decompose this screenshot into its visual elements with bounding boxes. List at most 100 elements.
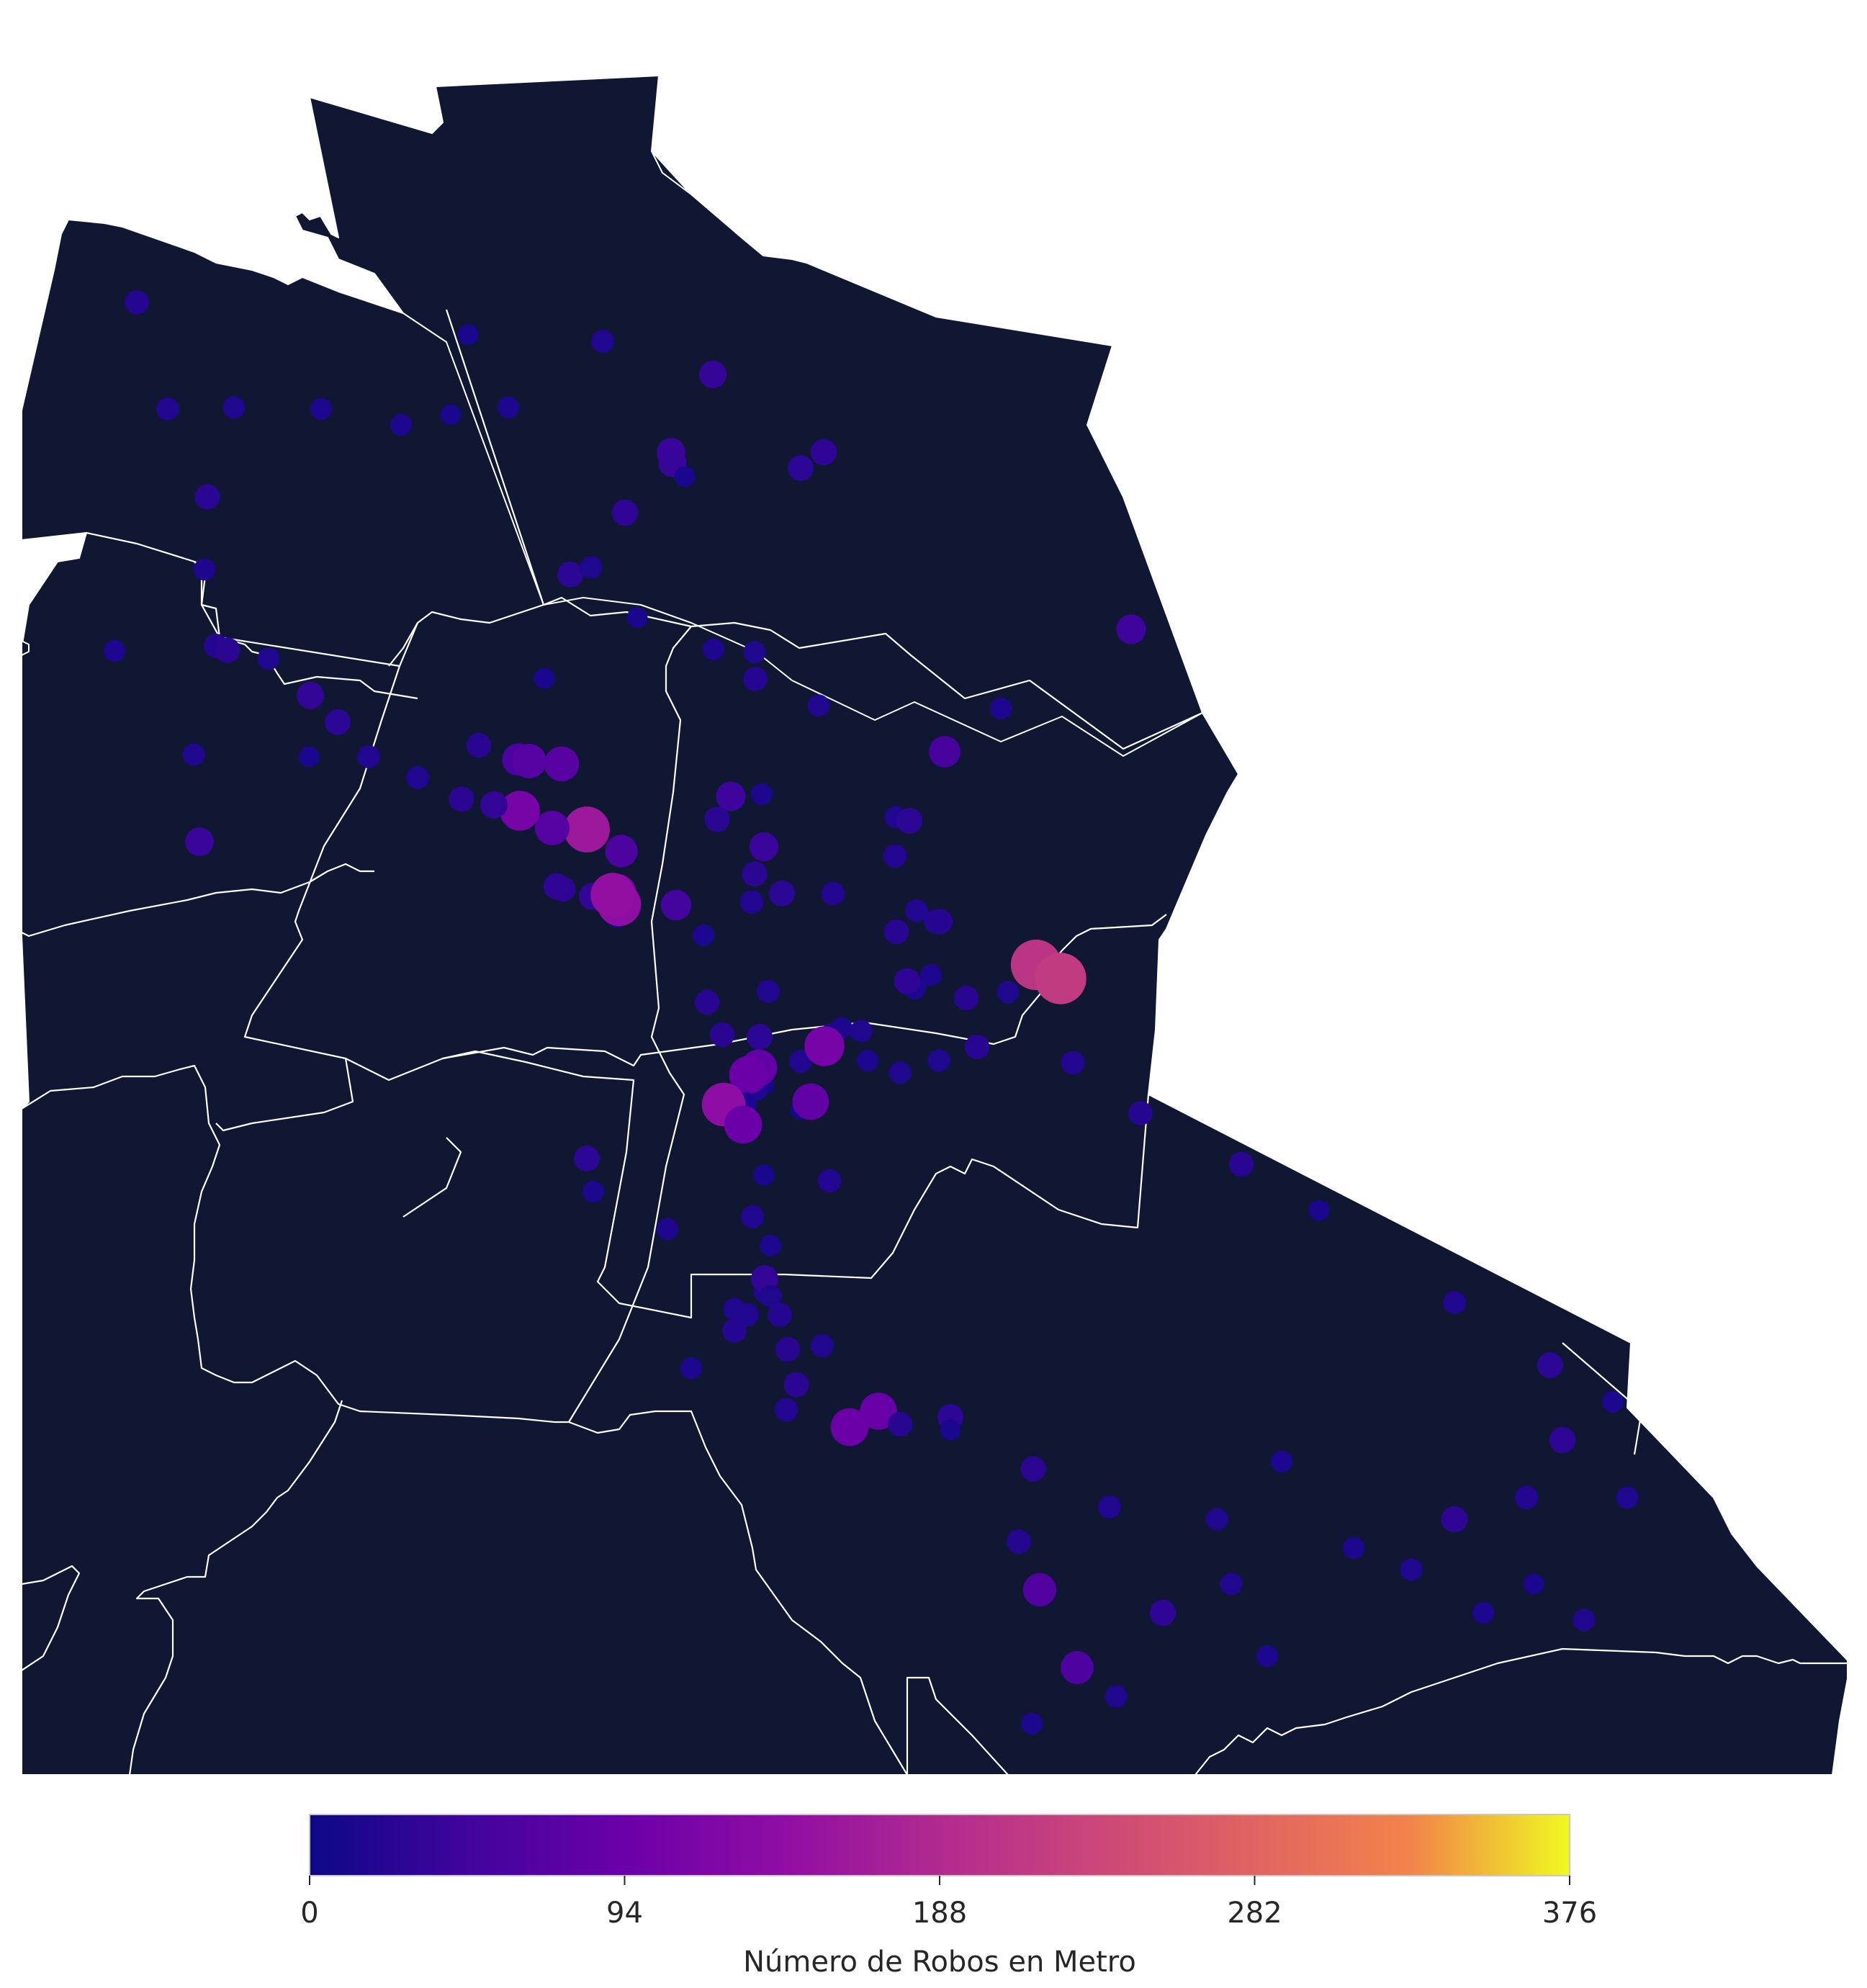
station-point (757, 980, 780, 1003)
station-point (298, 746, 320, 768)
station-point (1441, 1506, 1468, 1533)
station-point (964, 1034, 990, 1060)
station-point (1270, 1450, 1293, 1473)
station-point (997, 981, 1020, 1004)
station-point (1149, 1599, 1177, 1627)
station-point (1616, 1486, 1639, 1509)
station-point (497, 396, 520, 419)
district-boundary (1562, 1342, 1643, 1455)
station-point (743, 667, 768, 691)
district-boundary (906, 1676, 1009, 1775)
station-point (500, 791, 540, 831)
station-point (850, 1020, 873, 1043)
station-point (883, 844, 907, 868)
station-point (590, 873, 635, 917)
station-point (1007, 1529, 1031, 1554)
station-point (739, 890, 764, 914)
station-point (989, 697, 1012, 720)
station-point (580, 556, 603, 579)
station-point (156, 397, 179, 420)
station-point (940, 1419, 961, 1441)
colorbar: 0 94 188 282 376 Número de Robos en Metro (300, 1814, 1597, 1979)
station-point (1220, 1573, 1243, 1596)
station-point (1256, 1645, 1279, 1668)
station-point (605, 835, 638, 868)
station-point (194, 484, 220, 510)
station-point (927, 1049, 950, 1072)
district-boundary (219, 636, 418, 700)
station-point (729, 1056, 768, 1094)
station-point (125, 290, 149, 315)
station-point (466, 732, 492, 758)
station-point (694, 989, 720, 1015)
station-point (1549, 1426, 1576, 1454)
station-point (543, 873, 570, 900)
station-point (887, 1411, 913, 1437)
station-point (1472, 1601, 1495, 1624)
station-point (611, 499, 639, 526)
station-point (1105, 1685, 1128, 1708)
station-point (919, 963, 943, 986)
district-boundary (22, 863, 374, 937)
station-point (821, 881, 845, 906)
station-point (742, 861, 768, 887)
station-point (1523, 1573, 1544, 1595)
station-point (215, 637, 240, 663)
station-point (783, 1372, 809, 1398)
station-points (103, 290, 1639, 1735)
station-point (1228, 1151, 1254, 1177)
station-point (564, 806, 610, 853)
station-point (1205, 1508, 1228, 1531)
station-point (1400, 1558, 1423, 1581)
station-point (1342, 1537, 1365, 1560)
colorbar-tick-label: 0 (300, 1897, 318, 1930)
station-point (457, 324, 479, 346)
station-point (582, 1180, 605, 1203)
station-point (1098, 1496, 1121, 1519)
district-boundary (22, 1064, 908, 1775)
station-point (297, 682, 324, 709)
station-point (1022, 1573, 1057, 1607)
station-point (769, 881, 795, 907)
colorbar-gradient (309, 1814, 1570, 1876)
station-point (722, 1318, 747, 1343)
station-point (792, 1083, 829, 1120)
station-point (185, 827, 214, 856)
district-boundary (1195, 1647, 1847, 1775)
station-point (750, 783, 773, 806)
station-point (182, 743, 205, 766)
station-point (1514, 1485, 1539, 1510)
station-point (325, 709, 351, 735)
station-point (698, 360, 727, 389)
station-point (860, 1393, 897, 1430)
station-point (660, 889, 692, 921)
station-point (1020, 1456, 1046, 1482)
station-point (1443, 1291, 1466, 1314)
station-point (1035, 953, 1087, 1004)
station-point (807, 694, 830, 717)
station-point (789, 1050, 812, 1073)
station-point (193, 558, 216, 581)
station-point (535, 811, 570, 845)
station-point (894, 968, 921, 995)
station-point (591, 330, 614, 353)
colorbar-tick-label: 94 (606, 1897, 643, 1930)
station-point (103, 639, 126, 662)
colorbar-label: Número de Robos en Metro (743, 1946, 1136, 1979)
station-point (702, 638, 725, 661)
station-point (768, 1303, 792, 1327)
station-point (709, 1022, 735, 1048)
station-point (753, 1164, 775, 1186)
colorbar-tick-label: 188 (912, 1897, 967, 1930)
station-point (1537, 1352, 1563, 1378)
station-point (544, 746, 580, 782)
station-point (953, 985, 979, 1011)
station-point (390, 413, 413, 436)
district-boundary (445, 309, 1203, 750)
station-point (811, 1334, 834, 1357)
station-point (680, 1357, 703, 1380)
station-point (1308, 1200, 1330, 1221)
station-point (747, 1024, 773, 1050)
station-point (1061, 1651, 1094, 1684)
